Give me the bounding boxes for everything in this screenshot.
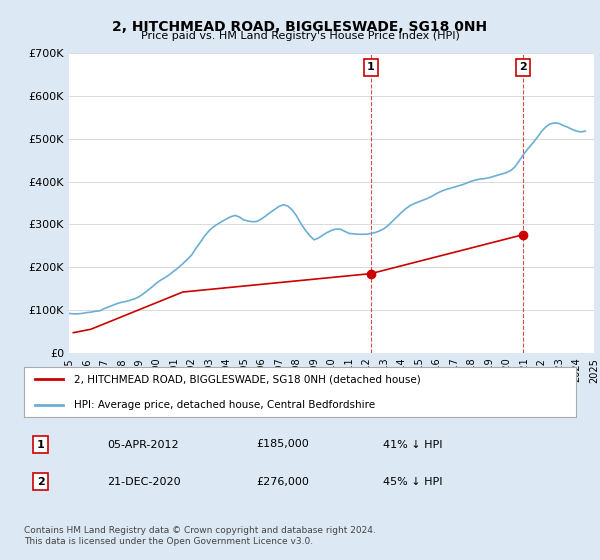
Text: 41% ↓ HPI: 41% ↓ HPI — [383, 440, 442, 450]
Text: Price paid vs. HM Land Registry's House Price Index (HPI): Price paid vs. HM Land Registry's House … — [140, 31, 460, 41]
Text: HPI: Average price, detached house, Central Bedfordshire: HPI: Average price, detached house, Cent… — [74, 400, 375, 409]
Text: 1: 1 — [37, 440, 44, 450]
Text: 2: 2 — [37, 477, 44, 487]
Text: 05-APR-2012: 05-APR-2012 — [107, 440, 178, 450]
Text: 2, HITCHMEAD ROAD, BIGGLESWADE, SG18 0NH: 2, HITCHMEAD ROAD, BIGGLESWADE, SG18 0NH — [112, 20, 488, 34]
Text: 1: 1 — [367, 62, 375, 72]
Text: £185,000: £185,000 — [256, 440, 308, 450]
Text: 2: 2 — [519, 62, 527, 72]
Text: 21-DEC-2020: 21-DEC-2020 — [107, 477, 181, 487]
Text: £276,000: £276,000 — [256, 477, 309, 487]
Text: 45% ↓ HPI: 45% ↓ HPI — [383, 477, 442, 487]
Text: 2, HITCHMEAD ROAD, BIGGLESWADE, SG18 0NH (detached house): 2, HITCHMEAD ROAD, BIGGLESWADE, SG18 0NH… — [74, 375, 421, 384]
Text: Contains HM Land Registry data © Crown copyright and database right 2024.
This d: Contains HM Land Registry data © Crown c… — [24, 526, 376, 546]
